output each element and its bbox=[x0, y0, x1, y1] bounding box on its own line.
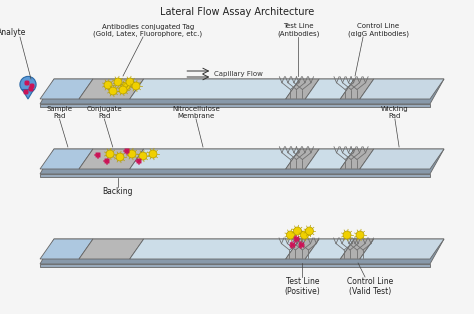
Circle shape bbox=[149, 150, 157, 158]
Polygon shape bbox=[286, 79, 319, 99]
Polygon shape bbox=[305, 79, 354, 99]
Circle shape bbox=[109, 87, 117, 95]
Text: Nitrocellulose
Membrane: Nitrocellulose Membrane bbox=[172, 106, 220, 119]
Circle shape bbox=[356, 231, 364, 239]
Polygon shape bbox=[360, 79, 444, 99]
Polygon shape bbox=[40, 79, 444, 104]
Circle shape bbox=[119, 86, 127, 94]
Polygon shape bbox=[130, 79, 300, 99]
Circle shape bbox=[126, 78, 134, 86]
Ellipse shape bbox=[20, 76, 36, 93]
Polygon shape bbox=[40, 239, 444, 264]
Polygon shape bbox=[40, 239, 93, 259]
Polygon shape bbox=[79, 239, 144, 259]
Polygon shape bbox=[79, 79, 144, 99]
Circle shape bbox=[305, 227, 313, 235]
Text: Test Line
(Positive): Test Line (Positive) bbox=[284, 277, 320, 296]
Text: Backing: Backing bbox=[103, 187, 133, 196]
Circle shape bbox=[343, 231, 351, 239]
Circle shape bbox=[114, 78, 122, 86]
Text: Control Line
(αIgG Antibodies): Control Line (αIgG Antibodies) bbox=[347, 24, 409, 37]
Circle shape bbox=[139, 152, 147, 160]
Text: Test Line
(Antibodies): Test Line (Antibodies) bbox=[277, 24, 319, 37]
Circle shape bbox=[293, 227, 301, 235]
Polygon shape bbox=[40, 264, 430, 267]
Polygon shape bbox=[305, 239, 354, 259]
Polygon shape bbox=[79, 149, 144, 169]
Polygon shape bbox=[286, 149, 319, 169]
Polygon shape bbox=[340, 79, 374, 99]
Polygon shape bbox=[40, 149, 93, 169]
Circle shape bbox=[132, 82, 140, 90]
Text: Sample
Pad: Sample Pad bbox=[46, 106, 73, 119]
Circle shape bbox=[106, 150, 114, 158]
Circle shape bbox=[128, 150, 136, 158]
Text: Analyte: Analyte bbox=[0, 28, 27, 37]
Text: Antibodies conjugated Tag
(Gold, Latex, Fluorophore, etc.): Antibodies conjugated Tag (Gold, Latex, … bbox=[93, 24, 202, 37]
Polygon shape bbox=[360, 239, 444, 259]
Text: Capillary Flow: Capillary Flow bbox=[214, 71, 263, 77]
Polygon shape bbox=[130, 239, 300, 259]
Polygon shape bbox=[40, 174, 430, 177]
Polygon shape bbox=[40, 104, 430, 107]
Circle shape bbox=[286, 231, 294, 239]
Polygon shape bbox=[130, 149, 300, 169]
Text: Control Line
(Valid Test): Control Line (Valid Test) bbox=[347, 277, 393, 296]
Circle shape bbox=[116, 153, 124, 161]
Text: Conjugate
Pad: Conjugate Pad bbox=[87, 106, 122, 119]
Polygon shape bbox=[22, 89, 34, 99]
Polygon shape bbox=[360, 149, 444, 169]
Text: Lateral Flow Assay Architecture: Lateral Flow Assay Architecture bbox=[160, 7, 314, 17]
Polygon shape bbox=[40, 149, 444, 174]
Text: Wicking
Pad: Wicking Pad bbox=[381, 106, 409, 119]
Polygon shape bbox=[305, 149, 354, 169]
Circle shape bbox=[122, 82, 130, 90]
Polygon shape bbox=[40, 79, 93, 99]
Polygon shape bbox=[340, 149, 374, 169]
Polygon shape bbox=[340, 239, 374, 259]
Polygon shape bbox=[286, 239, 319, 259]
Circle shape bbox=[104, 81, 112, 89]
Circle shape bbox=[301, 231, 309, 239]
